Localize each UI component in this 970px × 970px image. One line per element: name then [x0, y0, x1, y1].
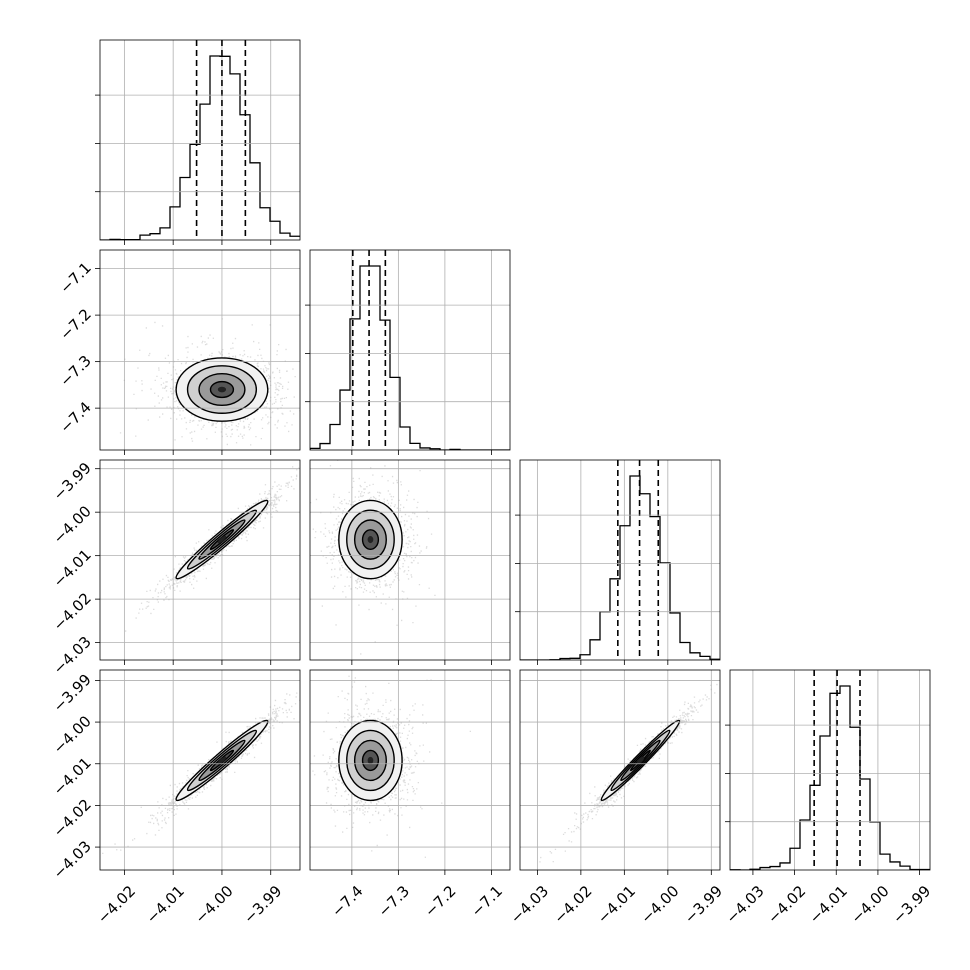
scatter-points: [539, 672, 720, 863]
panel-1-1: [305, 249, 511, 455]
panel-frame: [519, 459, 721, 661]
panel-frame: [99, 459, 301, 661]
panel-frame: [309, 249, 511, 451]
panel-0-0: [95, 39, 301, 245]
y-tick-label: −3.99: [50, 671, 95, 716]
x-tick-label: −4.02: [550, 882, 595, 927]
y-tick-label: −7.2: [56, 305, 94, 343]
x-tick-label: −4.00: [191, 882, 236, 927]
panel-3-2: −4.03−4.02−4.01−4.00−3.99: [507, 669, 726, 927]
x-tick-label: −3.99: [889, 882, 934, 927]
panel-3-1: −7.4 −7.3 −7.2 −7.1: [309, 669, 511, 921]
panel-3-0: −4.03−4.02−4.01−4.00−3.99−4.02 −4.01 −4.00…: [50, 669, 301, 927]
y-tick-label: −4.01: [50, 546, 95, 591]
x-tick-label: −4.00: [847, 882, 892, 927]
density-peak: [217, 535, 227, 544]
y-tick-label: −4.03: [50, 837, 95, 882]
x-tick-label: −4.01: [143, 882, 188, 927]
panel-frame: [99, 39, 301, 241]
x-tick-label: −4.03: [722, 882, 767, 927]
density-peak: [636, 756, 645, 765]
y-tick-label: −4.02: [50, 589, 95, 634]
x-tick-label: −7.1: [468, 882, 506, 920]
y-tick-label: −4.02: [50, 796, 95, 841]
x-tick-label: −4.03: [507, 882, 552, 927]
panel-frame: [729, 669, 931, 871]
x-tick-label: −3.99: [240, 882, 285, 927]
panel-1-0: −7.4 −7.3 −7.2 −7.1: [56, 249, 301, 455]
x-tick-label: −4.01: [806, 882, 851, 927]
y-tick-label: −7.4: [56, 398, 94, 436]
x-tick-label: −3.99: [681, 882, 726, 927]
density-peak: [217, 756, 227, 765]
x-tick-label: −4.00: [637, 882, 682, 927]
y-tick-label: −4.00: [50, 712, 95, 757]
x-tick-label: −7.4: [328, 882, 366, 920]
histogram-3: [730, 685, 930, 870]
histogram-2: [520, 475, 720, 660]
y-tick-label: −4.00: [50, 502, 95, 547]
y-tick-label: −3.99: [50, 459, 95, 504]
x-tick-label: −7.3: [375, 882, 413, 920]
x-tick-label: −4.01: [594, 882, 639, 927]
x-tick-label: −4.02: [94, 882, 139, 927]
y-tick-label: −4.01: [50, 754, 95, 799]
panel-frame: [519, 669, 721, 871]
panel-2-0: −4.03−4.02−4.01−4.00−3.99: [50, 459, 301, 678]
panel-frame: [99, 669, 301, 871]
density-peak: [367, 756, 374, 765]
panel-2-1: [309, 459, 511, 665]
histogram-1: [310, 265, 510, 450]
x-tick-label: −4.02: [764, 882, 809, 927]
y-tick-label: −7.3: [56, 352, 94, 390]
panel-frame: [309, 459, 511, 661]
panel-2-2: [515, 459, 721, 665]
panel-frame: [99, 249, 301, 451]
y-tick-label: −4.03: [50, 633, 95, 678]
panel-frame: [309, 669, 511, 871]
panel-3-3: −4.03−4.02−4.01−4.00−3.99: [722, 669, 934, 927]
x-tick-label: −7.2: [421, 882, 459, 920]
density-peak: [217, 386, 227, 393]
density-peak: [367, 536, 374, 544]
histogram-0: [100, 55, 300, 240]
y-tick-label: −7.1: [56, 259, 94, 297]
